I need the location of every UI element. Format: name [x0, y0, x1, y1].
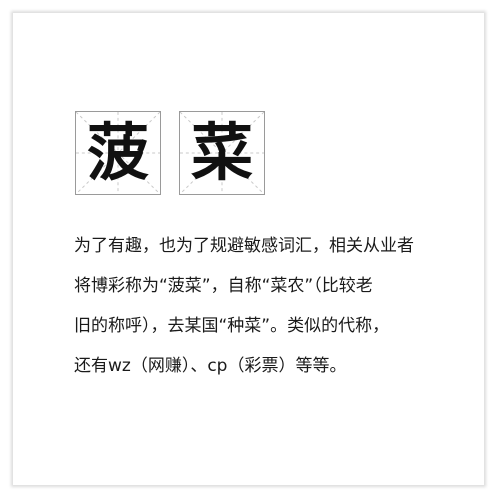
title-char-2: 菜 — [190, 116, 253, 189]
body-line-3: 旧的称呼），去某国“种菜”。类似的代称， — [74, 316, 390, 336]
body-line-1: 为了有趣，也为了规避敏感词汇，相关从业者 — [74, 236, 414, 256]
body-line-2: 将博彩称为“菠菜”，自称“菜农”（比较老 — [74, 276, 373, 296]
body-paragraph: 为了有趣，也为了规避敏感词汇，相关从业者 将博彩称为“菠菜”，自称“菜农”（比较… — [74, 232, 454, 392]
body-line-4: 还有wz（网赚）、cp（彩票）等等。 — [74, 356, 347, 376]
tian-grid-2 — [180, 112, 264, 194]
title-char-box-1: 菠 — [75, 111, 161, 195]
content-card: 菠 菜 — [13, 13, 484, 485]
title-char-box-2: 菜 — [179, 111, 265, 195]
tian-grid-1 — [76, 112, 160, 194]
title-char-1: 菠 — [86, 116, 149, 189]
